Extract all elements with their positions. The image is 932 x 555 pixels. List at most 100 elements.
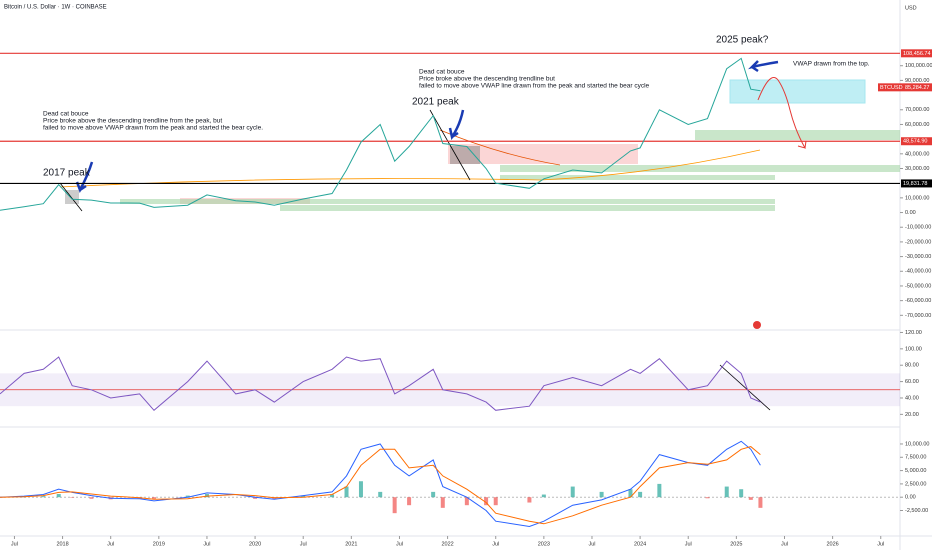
histogram-bar (358, 481, 363, 498)
histogram-bar (440, 497, 445, 508)
histogram-bar (599, 491, 604, 498)
histogram-bar (657, 483, 662, 498)
histogram-bar (541, 494, 546, 498)
y-tick-label: -70,000.00 (905, 313, 931, 319)
y-tick-label: 100,000.00 (905, 63, 932, 69)
vwap-box (729, 79, 866, 104)
level-badge (901, 179, 932, 188)
y-tick-label: 10,000.00 (905, 441, 929, 447)
histogram-bar (89, 497, 94, 499)
y-tick-label: -10,000.00 (905, 225, 931, 231)
histogram-bar (344, 486, 349, 498)
histogram-bar (378, 491, 383, 498)
demand-zone (120, 199, 775, 204)
annotation: 2025 peak? (716, 35, 769, 46)
x-tick-label: 2026 (826, 541, 838, 547)
consolidation-box (450, 146, 480, 164)
histogram-bar (41, 496, 46, 498)
supply-zone (448, 144, 638, 164)
x-tick-label: 2019 (153, 541, 165, 547)
histogram-bar (407, 497, 412, 506)
annotation: VWAP drawn from the top. (793, 61, 870, 68)
series-line (0, 356, 761, 411)
x-tick-label: Jul (588, 541, 595, 547)
histogram-bar (705, 497, 710, 499)
y-tick-label: -60,000.00 (905, 298, 931, 304)
y-tick-label: 2,500.00 (905, 481, 926, 487)
arrow (448, 109, 465, 141)
alert-icon[interactable] (753, 321, 761, 329)
level-label: 48,574.90 (903, 139, 927, 145)
annotation: Dead cat bouce (419, 69, 465, 76)
histogram-bar (724, 486, 729, 498)
histogram-bar (330, 494, 335, 498)
y-tick-label: -50,000.00 (905, 283, 931, 289)
x-tick-label: 2025 (730, 541, 742, 547)
y-tick-label: 0.00 (905, 210, 916, 216)
x-tick-label: 2021 (345, 541, 357, 547)
histogram-bar (527, 497, 532, 503)
histogram-bar (739, 489, 744, 498)
vwap-line (59, 149, 761, 188)
price-badge (878, 83, 932, 92)
annotation: failed to move above VWAP drawn from the… (43, 125, 263, 132)
level-badge (901, 49, 932, 58)
histogram-bar (301, 495, 306, 498)
demand-zone (695, 130, 900, 140)
y-tick-label: 0.00 (905, 495, 916, 501)
y-tick-label: 80.00 (905, 363, 919, 369)
x-tick-label: Jul (492, 541, 499, 547)
y-tick-label: 7,500.00 (905, 455, 926, 461)
x-tick-label: Jul (300, 541, 307, 547)
y-tick-label: 60,000.00 (905, 122, 929, 128)
x-tick-label: 2018 (56, 541, 68, 547)
x-tick-label: Jul (203, 541, 210, 547)
series-line (0, 57, 761, 211)
y-tick-label: 5,000.00 (905, 468, 926, 474)
x-tick-label: 2024 (634, 541, 646, 547)
y-tick-label: -20,000.00 (905, 239, 931, 245)
series-line (0, 446, 761, 525)
level-label: 19,831.78 (903, 181, 927, 187)
y-tick-label: -30,000.00 (905, 254, 931, 260)
annotation: Price broke above the descending trendli… (43, 118, 222, 125)
y-tick-label: 40,000.00 (905, 151, 929, 157)
y-tick-label: -2,500.00 (905, 508, 928, 514)
x-tick-label: Jul (877, 541, 884, 547)
annotation: Dead cat bouce (43, 111, 89, 118)
price-label: 85,284.27 (905, 85, 929, 91)
histogram-bar (638, 491, 643, 498)
histogram-bar (570, 486, 575, 498)
annotation: 2021 peak (412, 97, 460, 108)
y-tick-label: 20.00 (905, 412, 919, 418)
histogram-bar (152, 497, 157, 499)
y-tick-label: 30,000.00 (905, 166, 929, 172)
header-title: Bitcoin / U.S. Dollar · 1W · COINBASE (4, 5, 107, 11)
x-tick-label: 2020 (249, 541, 261, 547)
annotation: 2017 peak (43, 168, 91, 179)
demand-zone (280, 205, 775, 211)
histogram-bar (628, 489, 633, 498)
histogram-bar (392, 497, 397, 514)
trendline (59, 182, 83, 212)
annotation: failed to move above VWAP line drawn fro… (419, 83, 650, 90)
x-tick-label: Jul (685, 541, 692, 547)
histogram-bar (431, 491, 436, 498)
histogram-bar (464, 497, 469, 506)
y-tick-label: 120.00 (905, 330, 922, 336)
arrow (748, 60, 779, 73)
histogram-bar (484, 497, 489, 506)
x-tick-label: Jul (107, 541, 114, 547)
y-tick-label: 100.00 (905, 346, 922, 352)
level-label: 108,456.74 (903, 51, 931, 57)
trendline (429, 109, 471, 181)
y-tick-label: 10,000.00 (905, 195, 929, 201)
currency-label: USD (905, 5, 917, 11)
series-line (0, 440, 761, 528)
y-tick-label: 90,000.00 (905, 78, 929, 84)
histogram-bar (758, 497, 763, 508)
annotation: Price broke above the descending trendli… (419, 76, 555, 83)
histogram-bar (70, 497, 75, 498)
